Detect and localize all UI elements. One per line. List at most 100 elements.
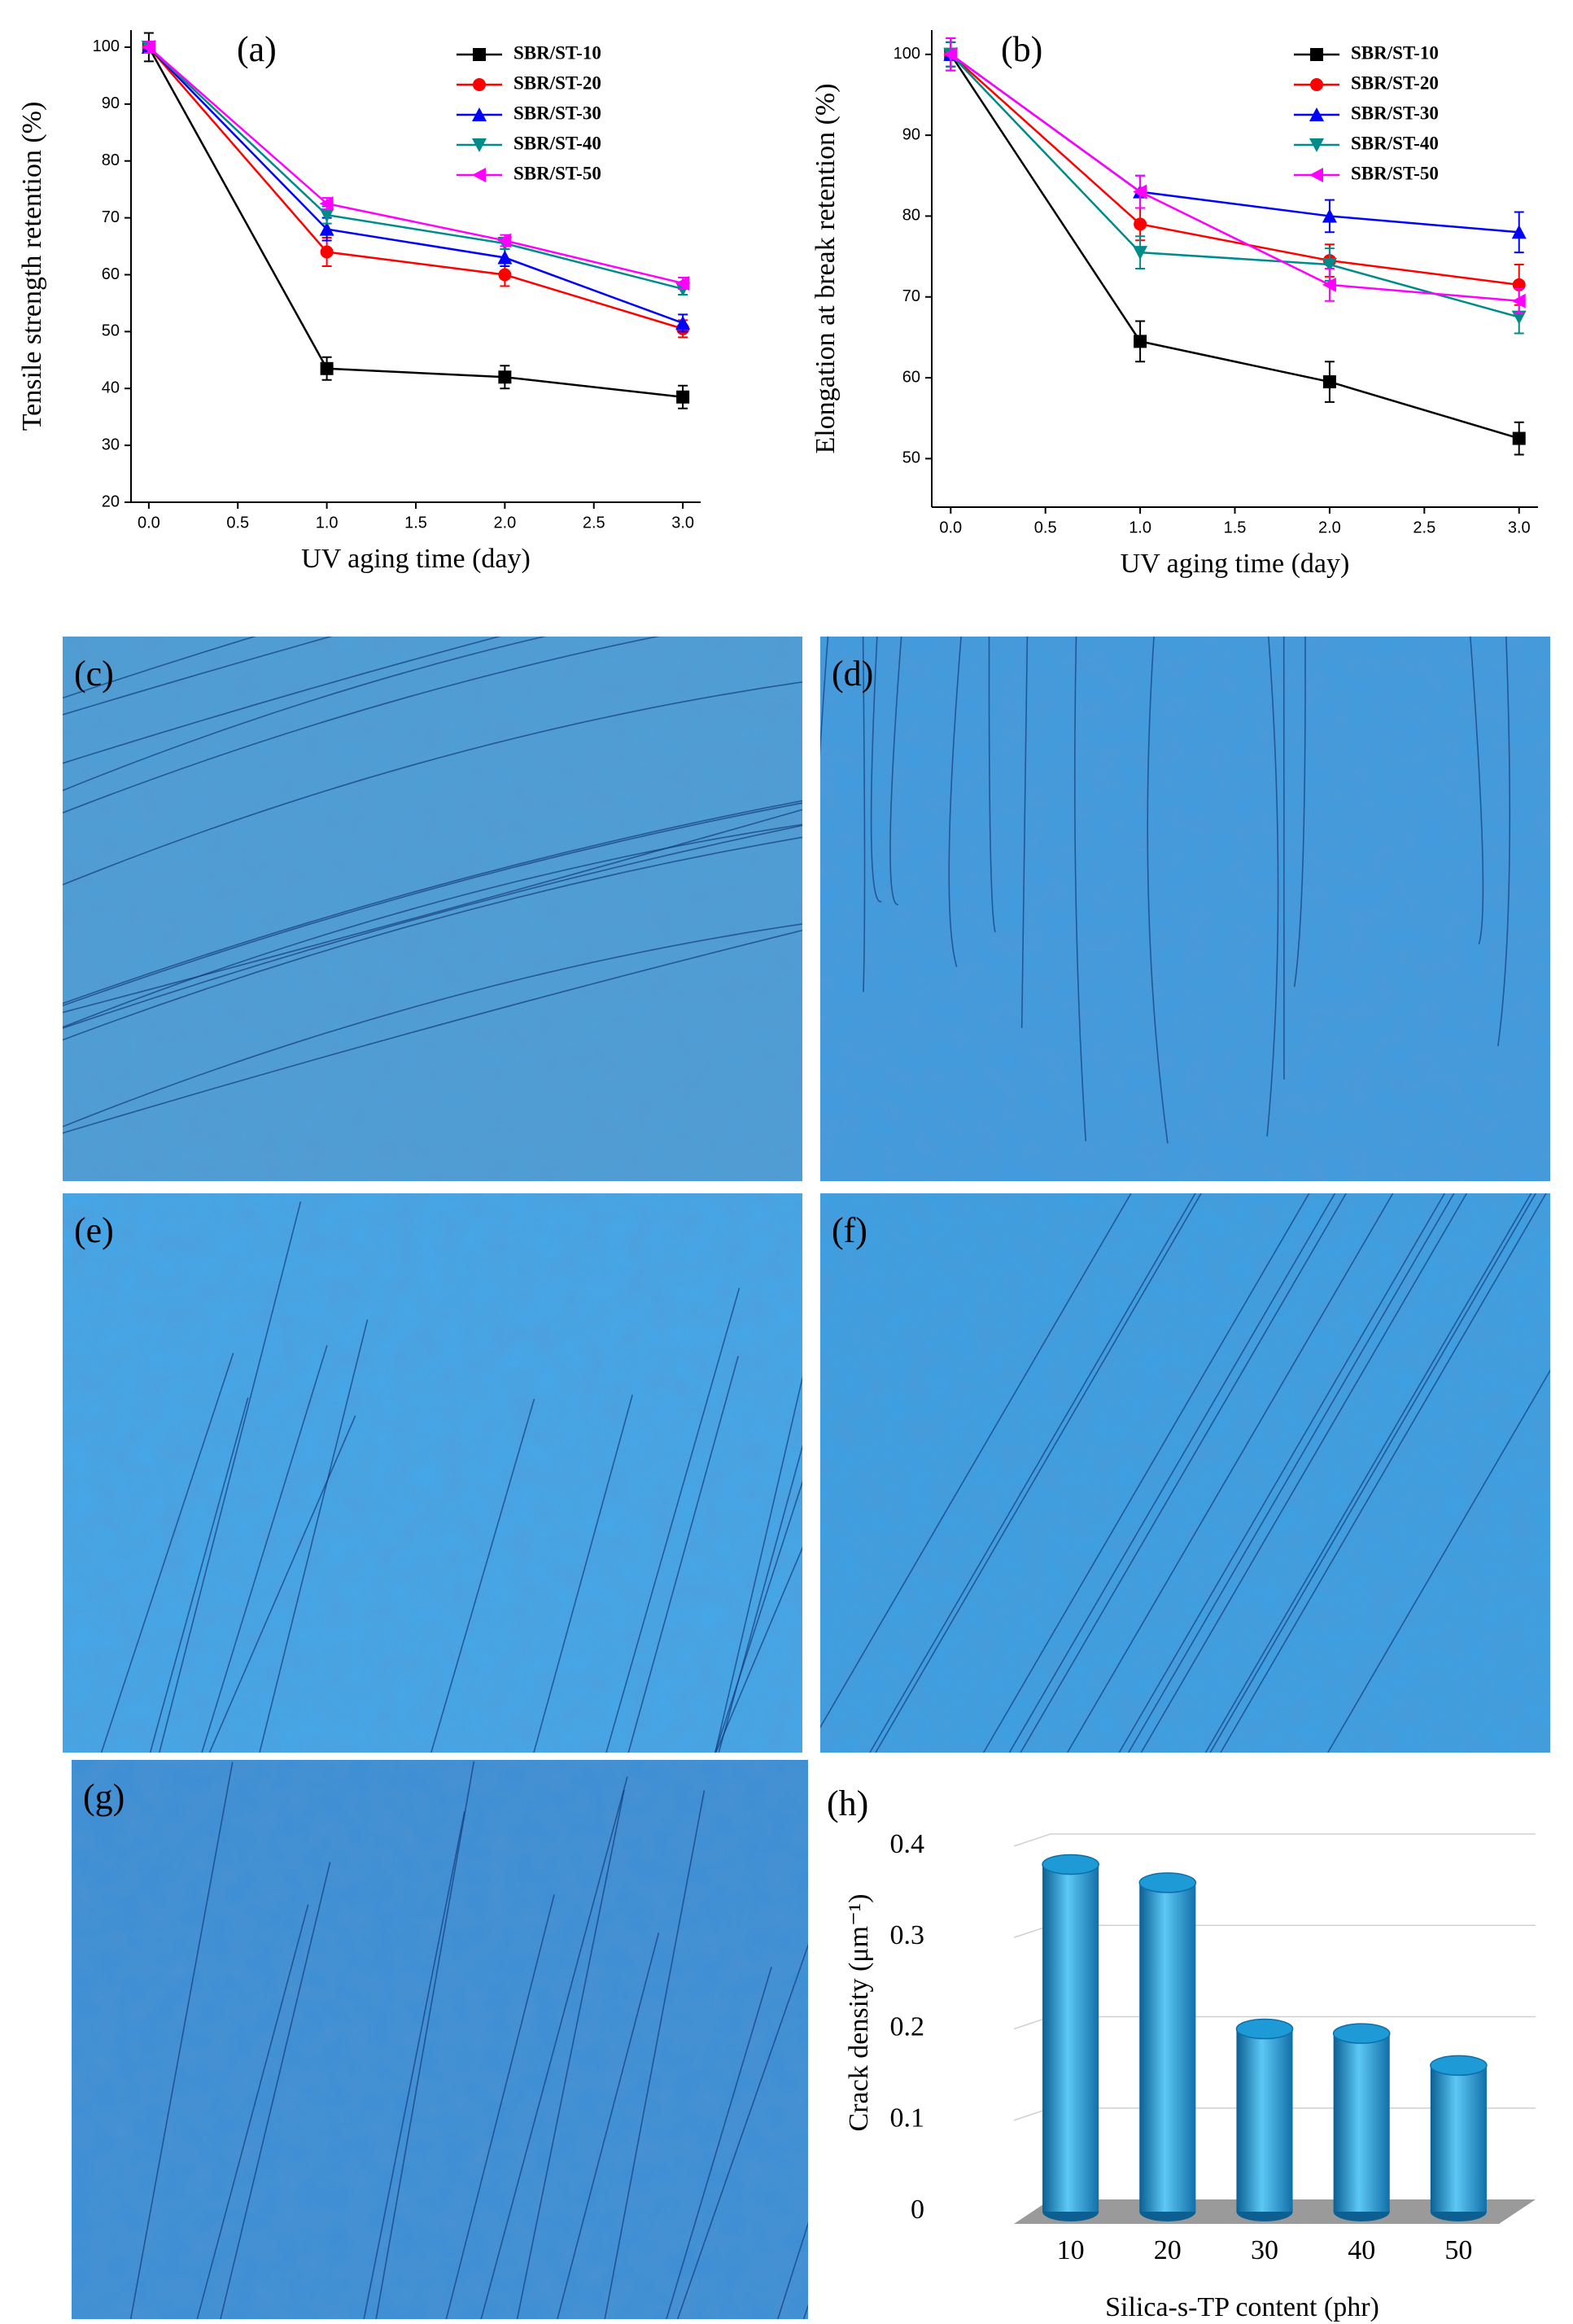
x-axis-label: Silica-s-TP content (phr) — [1105, 2292, 1379, 2322]
crack — [1066, 1193, 1394, 1753]
x-tick-label: 0.5 — [1034, 519, 1057, 536]
crack — [480, 1776, 628, 2319]
crack — [63, 836, 802, 1041]
y-tick-label: 90 — [102, 94, 120, 112]
legend-label: SBR/ST-50 — [513, 163, 601, 183]
marker — [472, 138, 487, 152]
crack — [627, 1355, 739, 1753]
grid-line — [1013, 1833, 1536, 1847]
crack — [196, 1904, 309, 2319]
y-tick-label: 40 — [102, 379, 120, 397]
crack — [445, 1894, 555, 2319]
marker — [675, 275, 690, 291]
crack — [557, 1932, 660, 2319]
marker — [675, 315, 691, 330]
crack — [1470, 637, 1484, 945]
crack — [1020, 637, 1029, 1029]
bar — [1235, 2018, 1294, 2221]
bar — [1042, 1854, 1099, 2221]
marker — [1309, 168, 1323, 182]
panel-label: (h) — [827, 1783, 868, 1823]
marker — [472, 168, 486, 182]
x-tick-label: 3.0 — [1508, 519, 1531, 536]
crack — [1008, 1193, 1336, 1753]
marker — [1133, 184, 1147, 199]
y-tick-label: 0.3 — [890, 1920, 925, 1950]
y-tick-label: 0.4 — [890, 1829, 925, 1859]
marker — [498, 268, 512, 282]
marker — [1309, 107, 1324, 121]
crack — [1204, 1193, 1532, 1753]
marker — [1309, 138, 1324, 152]
x-tick-label: 1.0 — [1129, 519, 1151, 536]
crack — [1118, 1193, 1445, 1753]
legend-label: SBR/ST-20 — [513, 72, 601, 93]
y-tick-label: 100 — [93, 37, 120, 55]
x-tick-label: 1.0 — [316, 514, 339, 532]
crack — [777, 2221, 808, 2319]
marker — [319, 208, 334, 223]
crack — [1327, 1369, 1550, 1753]
x-tick-label: 1.5 — [404, 514, 427, 532]
marker — [497, 233, 512, 248]
y-axis-label: Elongation at break retention (%) — [811, 83, 841, 453]
micrograph-texture — [63, 637, 802, 1181]
crack — [1282, 637, 1286, 1080]
x-tick-label: 30 — [1251, 2235, 1278, 2265]
legend-label: SBR/ST-50 — [1351, 163, 1439, 183]
bar — [1430, 2055, 1488, 2221]
panel-label: (f) — [832, 1210, 867, 1250]
marker — [1310, 48, 1323, 61]
crack — [948, 637, 962, 967]
crack — [982, 1193, 1310, 1753]
panel-label: (e) — [74, 1210, 114, 1250]
x-tick-label: 20 — [1154, 2235, 1182, 2265]
crack — [63, 681, 802, 886]
y-tick-label: 80 — [102, 151, 120, 169]
marker — [320, 361, 334, 375]
panel-label: (b) — [1001, 29, 1042, 69]
crack — [63, 637, 334, 716]
crack — [129, 1762, 234, 2319]
x-tick-label: 0.0 — [138, 514, 160, 532]
crack — [1497, 637, 1511, 1047]
marker — [676, 390, 690, 404]
crack — [220, 1862, 331, 2319]
crack — [604, 1790, 706, 2319]
bar — [1332, 2023, 1391, 2221]
marker — [141, 39, 155, 55]
series-line — [950, 53, 1519, 287]
bar — [1138, 1872, 1197, 2221]
marker — [1134, 335, 1147, 348]
y-tick-label: 50 — [902, 449, 920, 467]
crack — [259, 1319, 369, 1753]
crack — [63, 923, 802, 1127]
marker — [473, 78, 486, 91]
y-tick-label: 0.2 — [890, 2011, 925, 2042]
crack — [714, 1375, 802, 1753]
series-line — [147, 46, 684, 398]
x-tick-label: 3.0 — [671, 514, 694, 532]
marker — [497, 250, 513, 265]
marker — [943, 46, 958, 62]
bar-body — [1042, 1864, 1099, 2212]
crack — [1128, 1193, 1455, 1753]
x-tick-label: 50 — [1444, 2235, 1472, 2265]
marker — [1133, 246, 1148, 260]
bar-top — [1235, 2018, 1294, 2040]
marker — [1511, 310, 1527, 325]
y-tick-label: 50 — [102, 322, 120, 340]
micrograph-texture — [63, 1193, 802, 1753]
bar-top — [1138, 1872, 1197, 1893]
marker — [1322, 208, 1337, 223]
legend-label: SBR/ST-10 — [1351, 42, 1439, 63]
series-line — [950, 53, 1519, 302]
x-tick-label: 0.5 — [226, 514, 249, 532]
bar-body — [1236, 2029, 1293, 2212]
x-tick-label: 1.5 — [1224, 519, 1247, 536]
crack — [63, 824, 802, 1028]
bar-body — [1333, 2033, 1390, 2212]
crack — [1209, 1193, 1536, 1753]
crack — [988, 637, 996, 933]
panel-label: (a) — [237, 29, 277, 69]
